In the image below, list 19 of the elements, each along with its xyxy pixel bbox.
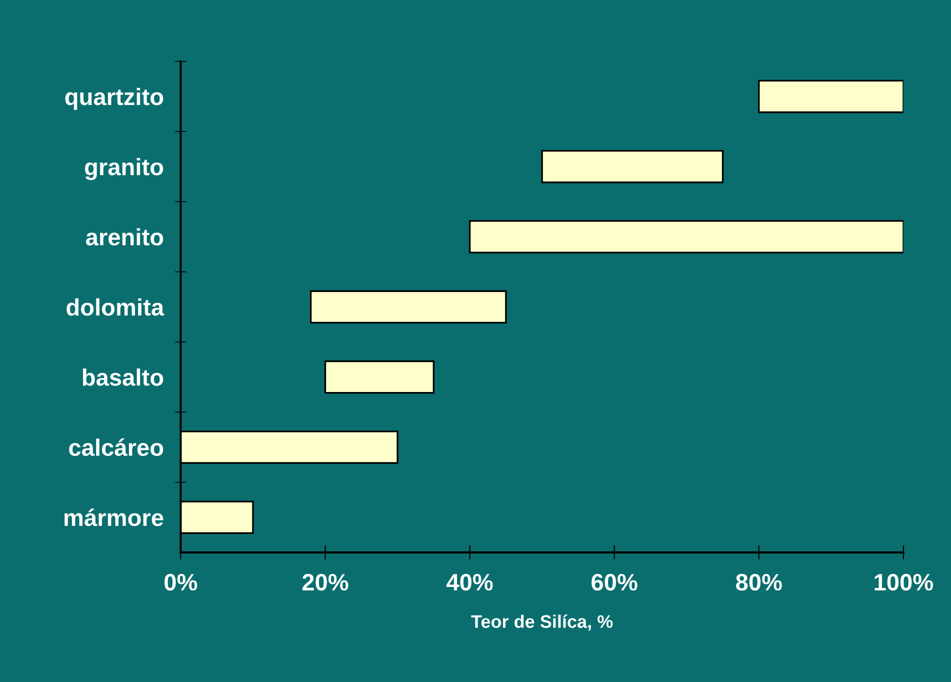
bar	[324, 360, 434, 394]
y-tick-label: arenito	[86, 228, 164, 246]
x-tick-label: 100%	[874, 574, 934, 591]
x-tick-label: 20%	[302, 574, 348, 591]
y-tick-label: calcáreo	[69, 438, 164, 456]
y-tick-label: granito	[84, 158, 164, 180]
x-tick-label: 80%	[736, 574, 782, 591]
x-tick-label: 60%	[592, 574, 638, 591]
x-tick-label: 0%	[164, 574, 198, 591]
y-tick-label: dolomita	[66, 298, 164, 316]
bar	[310, 290, 507, 324]
y-tick-label: basalto	[82, 368, 164, 386]
y-tick-label: mármore	[64, 508, 164, 526]
x-axis-title: Teor de Silíca, %	[471, 614, 613, 631]
x-tick-label: 40%	[446, 574, 493, 591]
bar	[541, 150, 724, 184]
bar	[758, 80, 904, 114]
bar	[468, 220, 904, 254]
y-tick-label: quartzito	[65, 88, 164, 110]
